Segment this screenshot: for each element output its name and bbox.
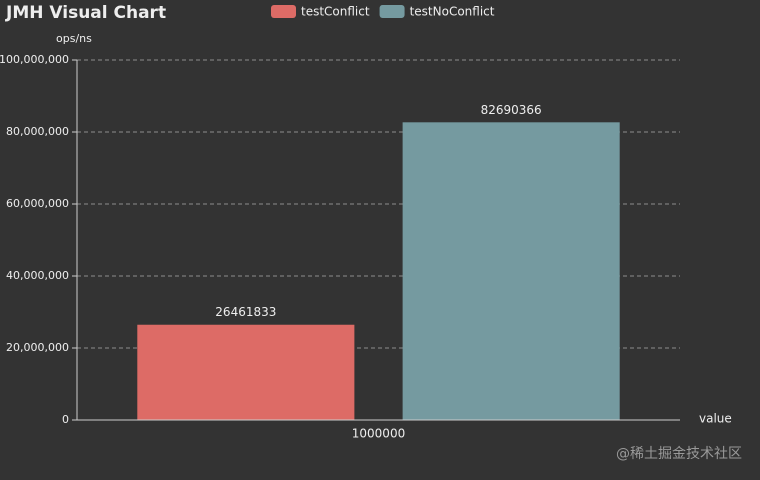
legend-swatch bbox=[379, 5, 405, 18]
data-label: 82690366 bbox=[481, 103, 542, 117]
y-tick-label: 0 bbox=[62, 413, 69, 426]
y-tick-label: 20,000,000 bbox=[6, 341, 69, 354]
x-tick-label: 1000000 bbox=[352, 427, 405, 441]
x-axis-name: value bbox=[699, 412, 732, 426]
legend-label: testNoConflict bbox=[410, 5, 495, 19]
legend-swatch bbox=[271, 5, 296, 18]
data-label: 26461833 bbox=[215, 305, 276, 319]
y-axis-name: ops/ns bbox=[56, 32, 92, 45]
watermark: @稀土掘金技术社区 bbox=[616, 446, 742, 462]
y-tick-label: 100,000,000 bbox=[0, 53, 69, 66]
y-tick-label: 80,000,000 bbox=[6, 125, 69, 138]
legend-label: testConflict bbox=[301, 5, 370, 19]
bar bbox=[137, 324, 355, 420]
bar bbox=[402, 122, 620, 420]
chart-title: JMH Visual Chart bbox=[5, 3, 166, 23]
y-tick-label: 40,000,000 bbox=[6, 269, 69, 282]
y-tick-label: 60,000,000 bbox=[6, 197, 69, 210]
